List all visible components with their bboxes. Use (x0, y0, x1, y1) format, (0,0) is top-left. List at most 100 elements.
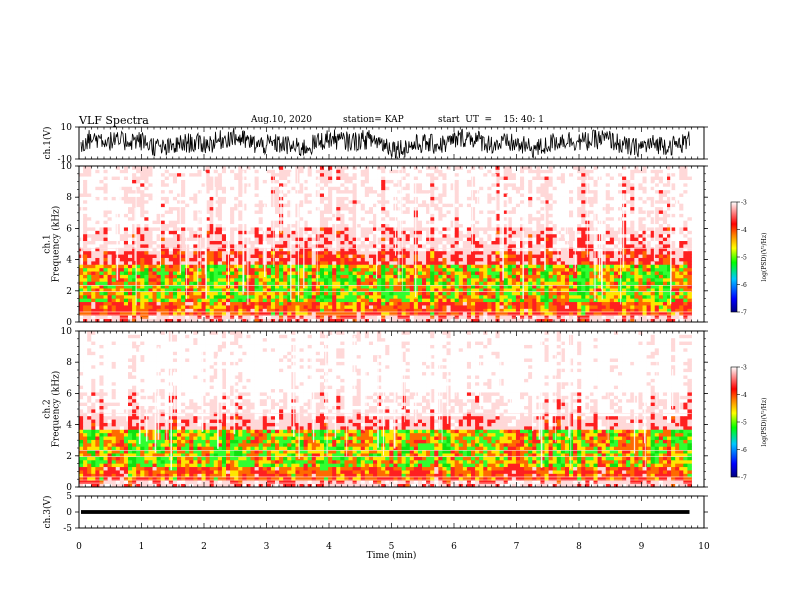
spectrogram-cell (556, 318, 562, 323)
spectrogram-cell (430, 291, 435, 296)
spectrogram-cell (646, 281, 652, 286)
spectrogram-cell (438, 305, 443, 309)
spectrogram-cell (185, 291, 190, 296)
spectrogram-cell (283, 213, 288, 218)
spectrogram-cell (119, 247, 125, 252)
spectrogram-cell (152, 274, 157, 279)
spectrogram-cell (364, 271, 370, 275)
spectrogram-cell (181, 311, 186, 316)
spectrogram-cell (258, 213, 264, 218)
spectrogram-cell (446, 210, 451, 214)
spectrogram-cell (605, 237, 611, 242)
spectrogram-cell (111, 264, 117, 269)
spectrogram-cell (270, 254, 276, 258)
spectrogram-cell (283, 294, 288, 299)
spectrogram-cell (650, 311, 656, 316)
spectrogram-cell (618, 308, 623, 313)
spectrogram-cell (140, 284, 145, 289)
spectrogram-cell (291, 233, 296, 238)
spectrogram-cell (426, 277, 431, 282)
spectrogram-cell (601, 230, 607, 235)
spectrogram-cell (217, 240, 223, 245)
spectrogram-cell (417, 277, 423, 282)
spectrogram-cell (324, 264, 329, 269)
spectrogram-cell (613, 257, 619, 262)
spectrogram-cell (242, 250, 247, 255)
spectrogram-cell (520, 274, 525, 279)
spectrogram-cell (344, 291, 349, 296)
spectrogram-cell (397, 291, 402, 296)
spectrogram-cell (511, 305, 517, 309)
spectrogram-cell (287, 227, 292, 231)
spectrogram-cell (226, 301, 231, 306)
spectrogram-cell (119, 281, 125, 286)
spectrogram-cell (275, 291, 280, 296)
spectrogram-cell (177, 274, 182, 279)
spectrogram-cell (217, 305, 223, 309)
spectrogram-cell (332, 277, 337, 282)
spectrogram-cell (87, 308, 92, 313)
spectrogram-cell (450, 237, 456, 242)
spectrogram-cell (91, 233, 96, 238)
spectrogram-cell (662, 223, 668, 228)
spectrogram-cell (303, 288, 309, 292)
spectrogram-cell (577, 213, 582, 218)
spectrogram-cell (646, 220, 652, 225)
spectrogram-cell (683, 260, 688, 265)
spectrogram-cell (446, 230, 451, 235)
spectrogram-cell (246, 277, 251, 282)
spectrogram-cell (389, 301, 394, 306)
spectrogram-cell (311, 277, 317, 282)
spectrogram-cell (638, 311, 643, 316)
spectrogram-cell (683, 277, 688, 282)
spectrogram-cell (164, 288, 170, 292)
spectrogram-cell (630, 257, 635, 262)
spectrogram-cell (242, 206, 247, 211)
spectrogram-cell (679, 223, 684, 228)
spectrogram-cell (654, 227, 660, 231)
spectrogram-cell (475, 294, 480, 299)
spectrogram-cell (675, 230, 680, 235)
spectrogram-cell (589, 305, 594, 309)
spectrogram-cell (140, 277, 145, 282)
spectrogram-cell (569, 220, 574, 225)
spectrogram-cell (128, 227, 133, 231)
spectrogram-cell (630, 250, 635, 255)
spectrogram-cell (168, 247, 174, 252)
spectrogram-cell (401, 294, 407, 299)
spectrogram-cell (205, 254, 211, 258)
spectrogram-cell (99, 305, 104, 309)
spectrogram-cell (197, 247, 202, 252)
spectrogram-cell (242, 271, 247, 275)
spectrogram-cell (634, 223, 639, 228)
spectrogram-cell (471, 308, 476, 313)
spectrogram-cell (671, 301, 676, 306)
spectrogram-cell (515, 311, 521, 316)
spectrogram-cell (107, 244, 113, 248)
spectrogram-cell (132, 274, 137, 279)
spectrogram-cell (221, 237, 227, 242)
spectrogram-cell (213, 318, 219, 323)
spectrogram-cell (123, 277, 129, 282)
spectrogram-cell (140, 250, 145, 255)
spectrogram-cell (589, 210, 594, 214)
spectrogram-cell (164, 244, 170, 248)
spectrogram-cell (491, 247, 496, 252)
spectrogram-cell (373, 216, 378, 221)
spectrogram-cell (422, 227, 427, 231)
spectrogram-cell (128, 237, 133, 242)
spectrogram-cell (511, 308, 517, 313)
spectrogram-cell (242, 318, 247, 323)
spectrogram-cell (160, 223, 166, 228)
spectrogram-cell (507, 264, 513, 269)
spectrogram-cell (377, 216, 382, 221)
spectrogram-cell (270, 260, 276, 265)
spectrogram-cell (99, 311, 104, 316)
spectrogram-cell (507, 247, 513, 252)
spectrogram-cell (634, 247, 639, 252)
spectrogram-cell (128, 233, 133, 238)
spectrogram-cell (385, 223, 390, 228)
spectrogram-cell (279, 267, 284, 272)
spectrogram-cell (601, 305, 607, 309)
spectrogram-cell (564, 291, 570, 296)
